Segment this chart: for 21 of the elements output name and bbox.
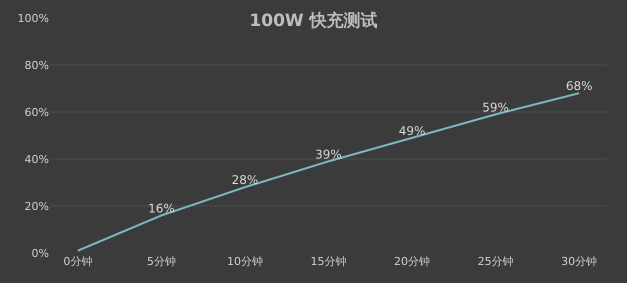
x-tick-label: 5分钟	[146, 255, 176, 268]
x-tick-label: 20分钟	[394, 255, 430, 268]
x-tick-label: 15分钟	[310, 255, 346, 268]
data-label: 28%	[232, 173, 258, 188]
data-label: 59%	[482, 100, 509, 114]
data-label: 68%	[566, 79, 592, 94]
y-tick-label: 20%	[24, 200, 49, 213]
y-tick-label: 60%	[24, 106, 49, 119]
y-tick-label: 80%	[24, 58, 49, 72]
y-tick-label: 100%	[18, 12, 49, 25]
data-label: 39%	[315, 147, 342, 162]
chart-title: 100W 快充测试	[249, 11, 378, 32]
y-tick-label: 0%	[32, 246, 49, 260]
x-tick-label: 25分钟	[478, 255, 514, 268]
x-tick-label: 30分钟	[561, 255, 598, 268]
line-series	[76, 92, 580, 252]
data-label: 16%	[148, 201, 175, 216]
x-tick-label: 10分钟	[226, 255, 263, 268]
x-tick-label: 0分钟	[63, 255, 92, 268]
data-label: 49%	[398, 124, 426, 138]
y-tick-label: 40%	[24, 152, 49, 166]
